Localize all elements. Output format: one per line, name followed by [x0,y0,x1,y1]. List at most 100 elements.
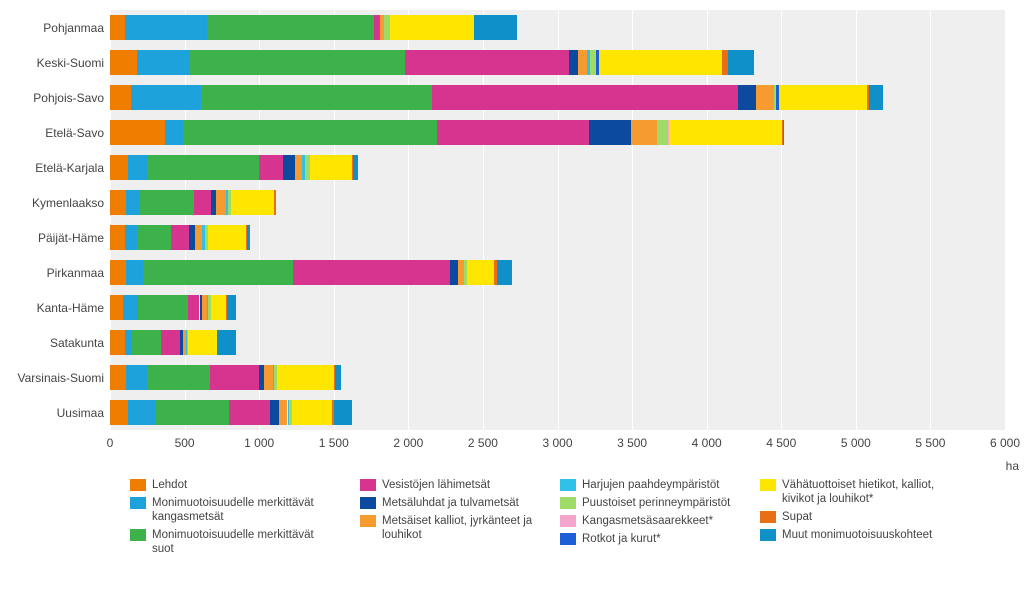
bar-segment [210,365,259,390]
y-axis-label: Etelä-Savo [0,126,110,140]
bar-segment [728,50,755,75]
bar-segment [335,365,341,390]
bar-segment [110,330,125,355]
bar-row [110,295,1005,320]
bar-row [110,120,1005,145]
bar-segment [201,85,432,110]
y-axis-label: Pohjanmaa [0,21,110,35]
legend-swatch [360,479,376,491]
x-tick-label: 6 000 [990,436,1020,450]
bar-segment [216,190,226,215]
bar-segment [126,260,142,285]
bar-row [110,50,1005,75]
bar-segment [110,400,128,425]
legend-column: Lehdot Monimuotoisuudelle merkittävät kan… [130,478,332,560]
y-axis-label: Päijät-Häme [0,231,110,245]
x-tick-label: 4 500 [766,436,796,450]
bar-segment [188,295,200,320]
bar-segment [270,400,279,425]
bar-segment [869,85,884,110]
bar-segment [578,50,587,75]
bar-segment [110,15,125,40]
bar-segment [277,365,334,390]
x-tick-label: 0 [107,436,114,450]
bar-segment [132,330,160,355]
legend-column: Vähätuottoiset hietikot, kalliot, kiviko… [760,478,962,546]
bar-segment [143,260,294,285]
legend-label: Supat [782,510,812,524]
legend-label: Lehdot [152,478,187,492]
bar-segment [189,50,405,75]
bar-segment [229,400,269,425]
bar-segment [669,120,782,145]
legend-label: Monimuotoisuudelle merkittävät kangasmet… [152,496,332,524]
bar-segment [110,225,125,250]
bar-segment [334,400,352,425]
bar-segment [756,85,774,110]
y-axis-label: Etelä-Karjala [0,161,110,175]
bar-segment [390,15,474,40]
bar-segment [110,50,137,75]
bar-row [110,190,1005,215]
bar-segment [156,400,229,425]
bar-segment [137,225,171,250]
y-axis-label: Pirkanmaa [0,266,110,280]
bar-segment [126,365,147,390]
legend-item: Puustoiset perinneympäristöt [560,496,730,510]
y-axis-label: Kymenlaakso [0,196,110,210]
bar-segment [569,50,578,75]
bar-segment [110,295,123,320]
y-axis-label: Varsinais-Suomi [0,371,110,385]
bar-segment [125,225,137,250]
y-axis-label: Uusimaa [0,406,110,420]
bar-segment [474,15,517,40]
bar-row [110,85,1005,110]
legend-swatch [560,479,576,491]
legend-item: Vähätuottoiset hietikot, kalliot, kiviko… [760,478,962,506]
y-axis-label: Keski-Suomi [0,56,110,70]
bar-segment [310,155,352,180]
y-axis-label: Kanta-Häme [0,301,110,315]
bar-row [110,15,1005,40]
plot-wrap: ha 05001 0001 5002 0002 5003 0003 5004 0… [0,0,1024,465]
legend: Lehdot Monimuotoisuudelle merkittävät kan… [130,478,1014,588]
legend-swatch [560,515,576,527]
bar-segment [110,190,126,215]
legend-swatch [560,533,576,545]
bar-row [110,155,1005,180]
unit-label: ha [1006,459,1019,473]
bar-segment [247,225,250,250]
legend-item: Kangasmetsäsaarekkeet* [560,514,730,528]
bar-segment [110,155,128,180]
bar-segment [283,155,295,180]
legend-swatch [360,497,376,509]
bar-segment [194,190,212,215]
bar-segment [657,120,667,145]
x-tick-label: 3 000 [542,436,572,450]
bar-segment [125,330,132,355]
bar-segment [783,120,784,145]
bar-segment [405,50,569,75]
bar-segment [183,120,437,145]
bar-segment [110,365,126,390]
bar-segment [231,190,274,215]
bar-row [110,400,1005,425]
bar-segment [208,225,245,250]
legend-label: Vähätuottoiset hietikot, kalliot, kiviko… [782,478,962,506]
bar-segment [738,85,756,110]
legend-label: Monimuotoisuudelle merkittävät suot [152,528,332,556]
bar-segment [147,155,259,180]
bar-row [110,225,1005,250]
bar-segment [497,260,512,285]
x-tick-label: 3 500 [617,436,647,450]
legend-swatch [130,529,146,541]
plot-area [110,10,1005,430]
bar-segment [128,400,156,425]
legend-label: Vesistöjen lähimetsät [382,478,490,492]
bar-segment [450,260,457,285]
bar-segment [123,295,138,320]
bar-segment [274,190,275,215]
bar-segment [432,85,738,110]
bar-segment [138,295,187,320]
bar-segment [631,120,658,145]
